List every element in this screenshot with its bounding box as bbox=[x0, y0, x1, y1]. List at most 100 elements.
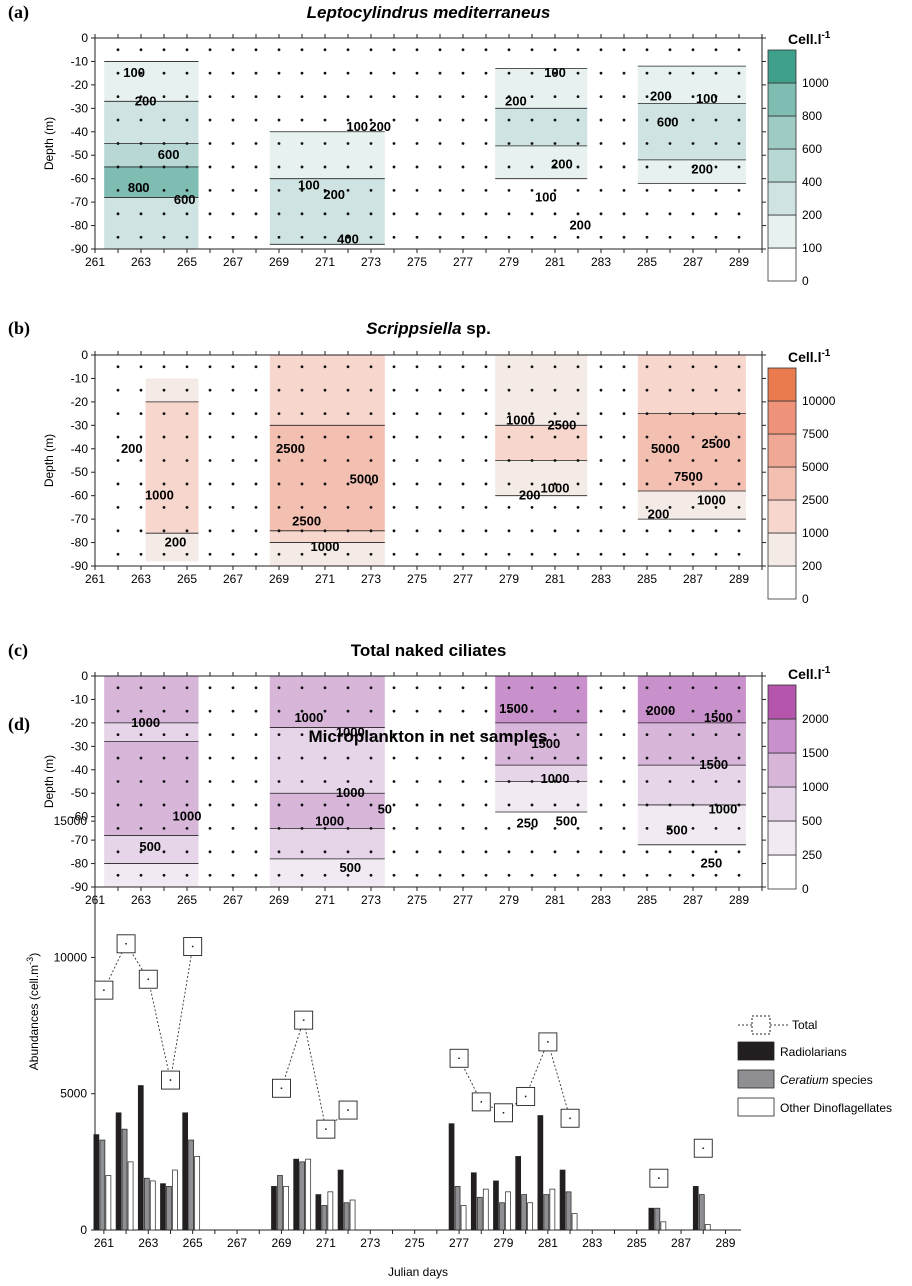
sample-dot bbox=[392, 803, 396, 807]
x-tick-label: 261 bbox=[85, 255, 105, 269]
sample-dot bbox=[116, 686, 120, 690]
y-tick-label: -60 bbox=[71, 810, 89, 824]
x-tick-label: 289 bbox=[715, 1236, 735, 1250]
y-tick-label: -90 bbox=[71, 880, 89, 894]
sample-dot bbox=[369, 850, 373, 854]
contour-label: 200 bbox=[519, 488, 541, 503]
sample-dot bbox=[415, 709, 419, 713]
sample-dot bbox=[231, 709, 235, 713]
sample-dot bbox=[668, 826, 672, 830]
total-marker-dot bbox=[458, 1057, 460, 1060]
x-tick-label: 279 bbox=[499, 893, 519, 907]
contour-label: 200 bbox=[165, 535, 187, 550]
sample-dot bbox=[139, 709, 143, 713]
sample-dot bbox=[254, 529, 258, 533]
sample-dot bbox=[346, 118, 350, 122]
x-tick-label: 283 bbox=[591, 572, 611, 586]
sample-dot bbox=[553, 780, 557, 783]
sample-dot bbox=[622, 365, 626, 369]
colorbar-title-sup: -1 bbox=[821, 665, 830, 676]
sample-dot bbox=[530, 709, 534, 713]
sample-dot bbox=[461, 459, 465, 462]
sample-dot bbox=[714, 165, 718, 169]
sample-dot bbox=[530, 388, 534, 392]
x-tick-label: 285 bbox=[637, 572, 657, 586]
contour-band bbox=[637, 103, 746, 160]
colorbar-level-label: 2500 bbox=[802, 493, 829, 507]
sample-dot bbox=[530, 118, 534, 122]
bar-ceratium bbox=[499, 1202, 505, 1231]
contour-band bbox=[104, 741, 199, 836]
sample-dot bbox=[277, 412, 281, 416]
x-tick-label: 265 bbox=[177, 893, 197, 907]
bar-other-dinoflagellates bbox=[105, 1175, 112, 1231]
sample-dot bbox=[737, 803, 741, 807]
sample-dot bbox=[277, 826, 281, 830]
sample-dot bbox=[691, 235, 695, 239]
sample-dot bbox=[507, 552, 511, 556]
y-tick-label: -30 bbox=[71, 418, 89, 432]
sample-dot bbox=[231, 71, 235, 75]
contour-band bbox=[495, 495, 588, 566]
sample-dot bbox=[691, 552, 695, 556]
colorbar-level-label: 1000 bbox=[802, 526, 829, 540]
sample-dot bbox=[737, 435, 741, 439]
sample-dot bbox=[231, 780, 235, 783]
contour-band bbox=[104, 101, 199, 144]
sample-dot bbox=[415, 95, 419, 99]
sample-dot bbox=[139, 188, 143, 192]
sample-dot bbox=[208, 48, 212, 52]
sample-dot bbox=[231, 188, 235, 192]
sample-dot bbox=[162, 48, 166, 52]
contour-band bbox=[637, 183, 746, 249]
sample-dot bbox=[530, 780, 534, 783]
sample-dot bbox=[139, 95, 143, 99]
sample-dot bbox=[438, 165, 442, 169]
sample-dot bbox=[714, 850, 718, 854]
sample-dot bbox=[484, 118, 488, 122]
sample-dot bbox=[622, 435, 626, 439]
sample-dot bbox=[599, 71, 603, 75]
sample-dot bbox=[622, 529, 626, 533]
contour-band bbox=[495, 722, 588, 766]
sample-dot bbox=[231, 212, 235, 216]
sample-dot bbox=[622, 709, 626, 713]
sample-dot bbox=[507, 212, 511, 216]
sample-dot bbox=[668, 235, 672, 239]
bar-ceratium bbox=[121, 1128, 128, 1231]
sample-dot bbox=[645, 686, 649, 690]
colorbar-level-label: 1000 bbox=[802, 780, 829, 794]
y-tick-label: -80 bbox=[71, 857, 89, 871]
sample-dot bbox=[162, 803, 166, 807]
sample-dot bbox=[415, 873, 419, 877]
bar-ceratium bbox=[698, 1194, 705, 1231]
sample-dot bbox=[461, 733, 465, 737]
y-tick-label: -80 bbox=[71, 536, 89, 550]
sample-dot bbox=[231, 412, 235, 416]
sample-dot bbox=[369, 733, 373, 737]
bar-ceratium bbox=[321, 1205, 328, 1231]
heatmap-panel-1: (b) Scrippsiella sp.200100020025005000250… bbox=[8, 318, 836, 606]
sample-dot bbox=[668, 873, 672, 877]
sample-dot bbox=[484, 165, 488, 169]
sample-dot bbox=[208, 165, 212, 169]
sample-dot bbox=[576, 235, 580, 239]
sample-dot bbox=[553, 48, 557, 52]
sample-dot bbox=[484, 780, 488, 783]
sample-dot bbox=[576, 529, 580, 533]
sample-dot bbox=[392, 756, 396, 760]
total-marker-dot bbox=[125, 942, 127, 945]
x-tick-label: 287 bbox=[683, 255, 703, 269]
sample-dot bbox=[139, 435, 143, 439]
contour-band bbox=[637, 765, 746, 805]
y-tick-label: -10 bbox=[71, 54, 89, 68]
contour-band bbox=[269, 676, 385, 728]
sample-dot bbox=[553, 850, 557, 854]
sample-dot bbox=[438, 365, 442, 369]
legend-label-total: Total bbox=[792, 1018, 817, 1032]
sample-dot bbox=[507, 95, 511, 99]
sample-dot bbox=[461, 780, 465, 783]
y-tick-label: -70 bbox=[71, 195, 89, 209]
contour-band bbox=[495, 460, 588, 496]
total-marker-dot bbox=[502, 1111, 505, 1114]
